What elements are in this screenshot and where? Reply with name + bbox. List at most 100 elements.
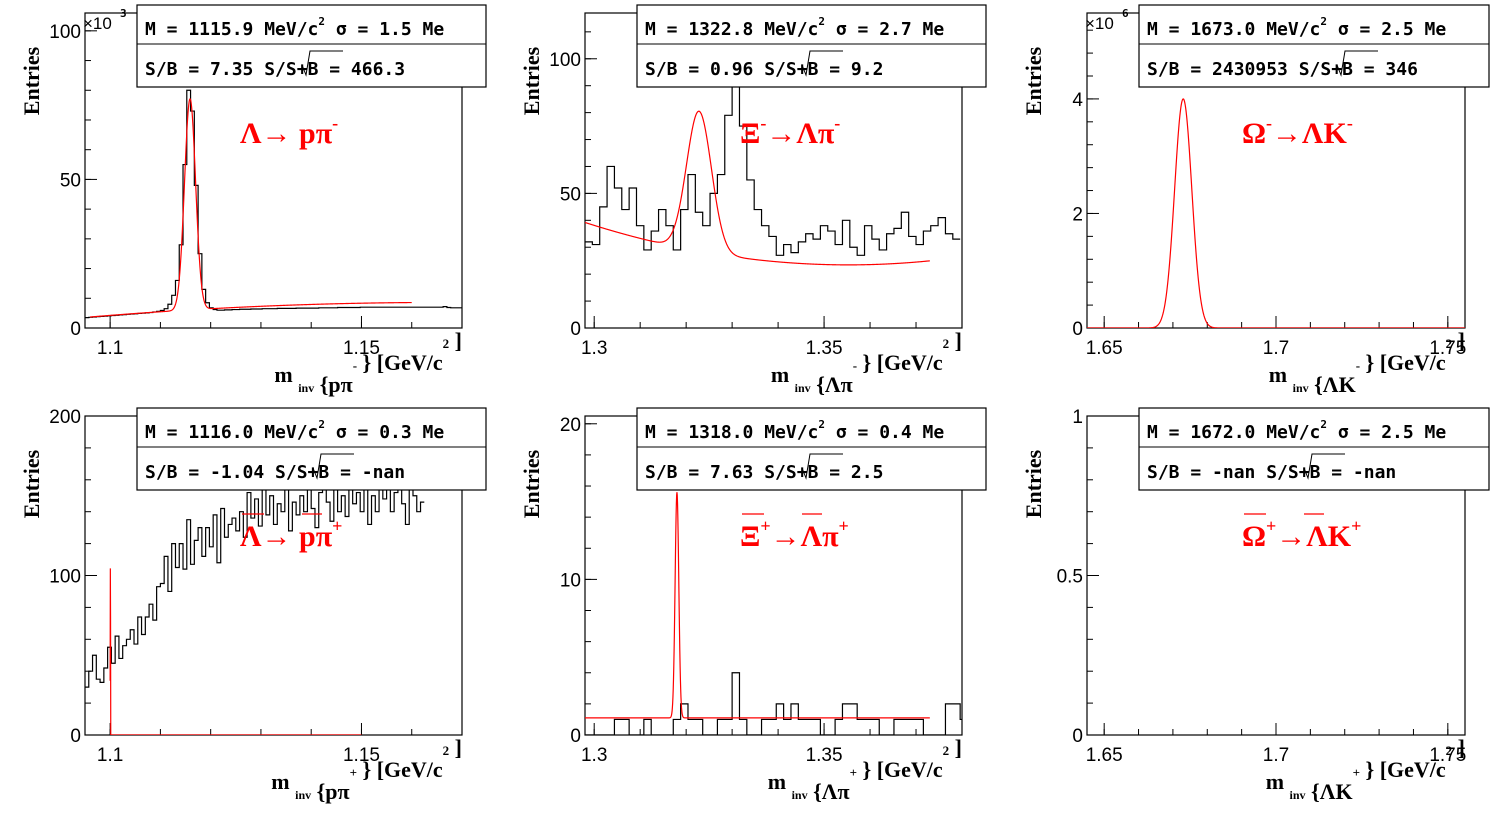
x-label-part: m <box>768 769 786 794</box>
stat-box <box>636 4 987 88</box>
y-tick-label: 0 <box>570 319 581 340</box>
panel-omega: 0 2 4 1.65 1.7 1.75 ×10 6 Entries m inv {ΛK- } [G… <box>1021 4 1490 397</box>
x-label-part: } [GeV/c <box>1360 757 1446 782</box>
y-axis-label: Entries <box>19 46 44 115</box>
y-tick-label: 50 <box>60 170 81 191</box>
x-tick-label: 1.1 <box>97 338 123 359</box>
stat-significance: S/B = 2430953 S/S+B = 346 <box>1147 59 1418 80</box>
x-tick-label: 1.65 <box>1086 338 1123 359</box>
x-label-part: inv <box>1290 788 1306 802</box>
x-axis-label: m inv {Λπ+ } [GeV/c2 ] <box>768 735 962 804</box>
x-tick-label: 1.15 <box>343 338 380 359</box>
y-multiplier-exponent: 6 <box>1122 7 1129 20</box>
x-label-part: m <box>1266 769 1284 794</box>
x-label-part: m <box>271 769 289 794</box>
y-tick-label: 2 <box>1072 204 1083 225</box>
x-label-part: {Λπ <box>811 372 853 397</box>
panel-lambda: 0 50 100 1.1 1.15 ×10 3 Entries m inv {pπ- } [Ge… <box>19 4 487 397</box>
y-tick-label: 10 <box>560 570 581 591</box>
x-label-part: 2 <box>943 743 950 758</box>
stat-mass-sigma: M = 1318.0 MeV/c2 σ = 0.4 Me <box>645 418 944 443</box>
stat-box <box>136 4 487 88</box>
stat-mass-sigma: M = 1322.8 MeV/c2 σ = 2.7 Me <box>645 15 944 40</box>
stat-mass-sigma: M = 1673.0 MeV/c2 σ = 2.5 Me <box>1147 15 1446 40</box>
y-multiplier: ×10 <box>83 14 112 33</box>
x-label-part: } [GeV/c <box>357 757 443 782</box>
x-label-part: 2 <box>443 743 450 758</box>
y-tick-label: 200 <box>49 407 81 428</box>
x-label-part: 2 <box>443 336 450 351</box>
x-tick-label: 1.1 <box>97 745 123 766</box>
stat-mass-sigma: M = 1116.0 MeV/c2 σ = 0.3 Me <box>145 418 444 443</box>
sqrt-sign <box>312 453 354 480</box>
stat-mass-sigma: M = 1672.0 MeV/c2 σ = 2.5 Me <box>1147 418 1446 443</box>
x-label-part: + <box>1353 765 1360 780</box>
stat-significance: S/B = 7.35 S/S+B = 466.3 <box>145 59 405 80</box>
y-tick-label: 0 <box>1072 319 1083 340</box>
fit-curve <box>109 568 362 735</box>
histogram-series <box>85 466 425 688</box>
x-label-part: + <box>350 765 357 780</box>
panel-antilambda: 0 100 200 1.1 1.15 Entries m inv {pπ+ } [GeV/c… <box>19 407 487 804</box>
x-label-part: } [GeV/c <box>857 350 943 375</box>
sqrt-sign <box>801 50 843 77</box>
x-label-part: {ΛK <box>1306 779 1353 804</box>
stat-significance: S/B = -nan S/S+B = -nan <box>1147 462 1396 483</box>
x-label-part: + <box>850 765 857 780</box>
decay-annotation: Ξ-→Λπ- <box>740 113 840 150</box>
x-axis-label: m inv {pπ- } [GeV/c2 ] <box>274 328 462 397</box>
histogram-series <box>585 672 962 735</box>
fit-curve <box>585 110 930 266</box>
x-label-part: ] <box>449 735 462 760</box>
sqrt-sign <box>1336 50 1378 77</box>
x-label-part: - <box>353 358 357 373</box>
x-label-part: ] <box>1452 735 1465 760</box>
y-tick-label: 0 <box>70 319 81 340</box>
y-multiplier-exponent: 3 <box>120 7 127 20</box>
x-label-part: m <box>771 362 789 387</box>
x-tick-label: 1.75 <box>1429 338 1466 359</box>
x-axis-label: m inv {Λπ- } [GeV/c2 ] <box>771 328 962 397</box>
x-label-part: m <box>1269 362 1287 387</box>
x-label-part: inv <box>295 788 311 802</box>
decay-annotation: Λ→ pπ+ <box>240 516 342 553</box>
y-tick-label: 0.5 <box>1057 567 1083 588</box>
x-axis-label: m inv {ΛK- } [GeV/c2 ] <box>1269 328 1465 397</box>
x-label-part: - <box>853 358 857 373</box>
x-label-part: } [GeV/c <box>857 757 943 782</box>
y-tick-label: 0 <box>1072 726 1083 747</box>
y-tick-label: 100 <box>49 567 81 588</box>
fit-curve <box>89 98 412 318</box>
x-tick-label: 1.75 <box>1429 745 1466 766</box>
x-label-part: m <box>274 362 292 387</box>
x-tick-label: 1.35 <box>806 338 843 359</box>
y-tick-label: 50 <box>560 184 581 205</box>
x-label-part: ] <box>949 735 962 760</box>
x-label-part: 2 <box>1446 336 1453 351</box>
y-tick-label: 100 <box>49 22 81 43</box>
decay-annotation: Ω+→ΛK+ <box>1242 516 1361 553</box>
y-axis-label: Entries <box>1021 46 1046 115</box>
x-label-part: } [GeV/c <box>357 350 443 375</box>
panel-antixi: 0 10 20 1.3 1.35 Entries m inv {Λπ+ } [GeV/c2 … <box>519 407 987 804</box>
x-label-part: ] <box>949 328 962 353</box>
sqrt-sign <box>1303 453 1345 480</box>
fit-curve <box>1087 98 1465 328</box>
y-tick-label: 0 <box>570 726 581 747</box>
x-axis-label: m inv {pπ+ } [GeV/c2 ] <box>271 735 462 804</box>
x-label-part: inv <box>792 788 808 802</box>
panel-antiomega: 0 0.5 1 1.65 1.7 1.75 Entries m inv {ΛK+ } [GeV… <box>1021 407 1490 804</box>
x-label-part: {pπ <box>311 779 349 804</box>
y-axis-label: Entries <box>1021 449 1046 518</box>
stat-box <box>1138 407 1490 491</box>
x-tick-label: 1.15 <box>343 745 380 766</box>
x-tick-label: 1.35 <box>806 745 843 766</box>
x-label-part: 2 <box>1446 743 1453 758</box>
stat-significance: S/B = 0.96 S/S+B = 9.2 <box>645 59 883 80</box>
y-tick-label: 0 <box>70 726 81 747</box>
stat-box <box>1138 4 1490 88</box>
y-multiplier: ×10 <box>1085 14 1114 33</box>
x-tick-label: 1.65 <box>1086 745 1123 766</box>
sqrt-sign <box>301 50 343 77</box>
